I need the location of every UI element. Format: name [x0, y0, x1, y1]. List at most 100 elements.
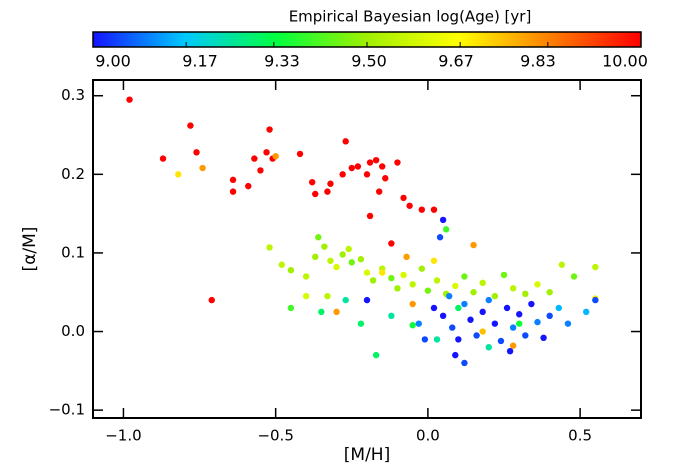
- scatter-point: [461, 300, 468, 308]
- scatter-point: [278, 261, 285, 268]
- scatter-point: [415, 320, 422, 327]
- scatter-point: [509, 285, 517, 292]
- scatter-point: [430, 206, 438, 213]
- scatter-point: [315, 234, 322, 241]
- scatter-point: [546, 289, 553, 296]
- scatter-point: [461, 359, 468, 367]
- scatter-point: [187, 122, 194, 129]
- scatter-point: [409, 300, 416, 308]
- scatter-point: [446, 292, 453, 300]
- scatter-point: [479, 279, 486, 286]
- y-tick-label: −0.1: [49, 401, 85, 419]
- scatter-point: [342, 296, 349, 304]
- scatter-point: [287, 304, 295, 312]
- scatter-point: [522, 290, 529, 298]
- y-tick-label: 0.0: [61, 322, 85, 340]
- colorbar-tick-label: 9.17: [182, 52, 218, 71]
- scatter-point: [363, 296, 371, 304]
- scatter-point: [452, 351, 459, 359]
- scatter-point: [470, 289, 477, 296]
- scatter-point: [409, 281, 416, 288]
- y-tick-label: 0.3: [61, 86, 85, 104]
- scatter-point: [287, 267, 295, 274]
- scatter-point: [558, 261, 566, 268]
- scatter-point: [251, 155, 258, 162]
- scatter-point: [467, 316, 474, 323]
- scatter-point: [433, 336, 441, 343]
- x-tick-label: −0.5: [257, 427, 293, 445]
- scatter-point: [509, 324, 517, 331]
- x-tick-label: 0.5: [568, 427, 592, 445]
- scatter-point: [522, 332, 529, 339]
- scatter-point: [333, 263, 340, 271]
- scatter-point: [400, 271, 407, 279]
- scatter-point: [403, 253, 410, 261]
- scatter-point: [388, 240, 395, 247]
- scatter-point: [208, 296, 215, 304]
- scatter-point: [439, 216, 447, 224]
- scatter-point: [388, 274, 395, 282]
- scatter-point: [449, 324, 456, 331]
- scatter-point: [372, 351, 380, 359]
- y-tick-label: 0.1: [61, 243, 85, 261]
- scatter-point: [324, 188, 331, 195]
- scatter-point: [159, 155, 167, 162]
- scatter-point: [424, 287, 432, 294]
- scatter-point: [327, 180, 334, 187]
- scatter-point: [394, 159, 401, 166]
- x-tick-label: −1.0: [105, 427, 141, 445]
- x-axis-label: [M/H]: [344, 445, 390, 465]
- scatter-point: [470, 241, 477, 249]
- scatter-point: [266, 126, 273, 133]
- scatter-point: [193, 149, 200, 156]
- scatter-point: [503, 304, 511, 312]
- scatter-point: [497, 337, 505, 345]
- scatter-point: [357, 256, 365, 263]
- scatter-point: [592, 296, 599, 304]
- scatter-point: [318, 308, 325, 316]
- scatter-point: [321, 243, 328, 250]
- scatter-point: [509, 342, 517, 349]
- scatter-point: [455, 336, 462, 343]
- scatter-point: [126, 96, 133, 103]
- scatter-point: [570, 273, 578, 280]
- colorbar-tick-label: 9.00: [95, 52, 131, 71]
- scatter-point: [583, 308, 590, 316]
- scatter-point: [418, 206, 425, 213]
- scatter-point: [406, 202, 413, 209]
- plot-frame: [92, 79, 642, 419]
- scatter-point: [354, 163, 362, 170]
- scatter-point: [369, 277, 377, 284]
- scatter-point: [379, 269, 386, 276]
- scatter-point: [409, 322, 416, 329]
- scatter-point: [296, 150, 304, 158]
- colorbar-tick-label: 9.67: [438, 52, 474, 71]
- scatter-point: [229, 188, 237, 195]
- colorbar-tick-label: 9.33: [264, 52, 300, 71]
- scatter-point: [348, 164, 355, 172]
- scatter-point: [339, 171, 346, 178]
- scatter-point: [546, 312, 553, 320]
- scatter-point: [491, 292, 499, 300]
- scatter-point: [485, 344, 492, 351]
- scatter-point: [272, 153, 279, 160]
- scatter-point: [540, 334, 547, 342]
- scatter-point: [379, 163, 386, 170]
- scatter-point: [534, 281, 541, 288]
- scatter-point: [348, 259, 355, 266]
- scatter-point: [461, 273, 468, 280]
- scatter-point: [433, 277, 441, 284]
- scatter-point: [388, 312, 395, 320]
- scatter-point: [455, 304, 462, 312]
- scatter-point: [324, 292, 331, 300]
- scatter-point: [312, 253, 319, 261]
- scatter-point: [564, 320, 572, 327]
- scatter-point: [528, 300, 535, 308]
- colorbar-label: Empirical Bayesian log(Age) [yr]: [289, 8, 532, 26]
- scatter-point: [452, 282, 459, 290]
- scatter-point: [229, 176, 237, 184]
- scatter-point: [366, 159, 374, 166]
- scatter-point: [263, 149, 270, 156]
- scatter-point: [357, 320, 365, 327]
